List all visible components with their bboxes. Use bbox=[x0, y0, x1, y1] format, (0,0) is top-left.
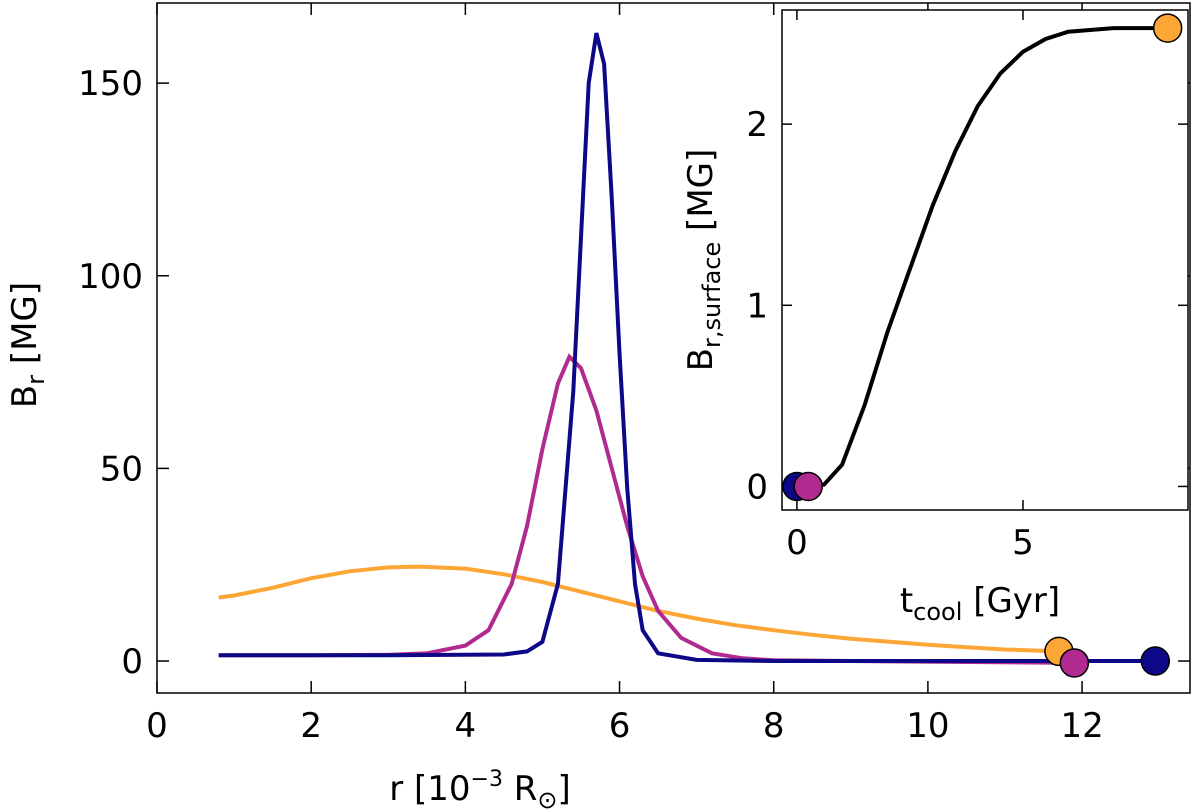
inset-y-axis-label: Br,surface [MG] bbox=[681, 149, 726, 372]
y-tick-label: 2 bbox=[746, 105, 768, 145]
y-tick-label: 0 bbox=[746, 467, 768, 507]
line bbox=[810, 26, 1168, 489]
x-tick-label: 0 bbox=[786, 523, 808, 563]
x-tick-label: 8 bbox=[763, 706, 785, 746]
y-tick-label: 0 bbox=[121, 642, 143, 682]
x-tick-label: 10 bbox=[906, 706, 949, 746]
x-tick-label: 5 bbox=[1012, 523, 1034, 563]
point bbox=[1152, 13, 1183, 43]
x-tick-label: 4 bbox=[455, 706, 477, 746]
axes-frame bbox=[781, 9, 1189, 511]
end-marker bbox=[1059, 648, 1090, 678]
y-tick-label: 1 bbox=[746, 286, 768, 326]
y-tick-label: 150 bbox=[78, 64, 143, 104]
y-tick-label: 100 bbox=[78, 257, 143, 297]
line bbox=[218, 32, 1156, 663]
axes-frame bbox=[156, 2, 1191, 694]
x-tick-label: 0 bbox=[146, 706, 168, 746]
line bbox=[218, 564, 1059, 654]
inset-background bbox=[782, 10, 1188, 510]
x-tick-label: 12 bbox=[1060, 706, 1103, 746]
x-axis-label: r [10−3 R⊙] bbox=[389, 767, 571, 812]
end-marker bbox=[1140, 646, 1171, 676]
x-tick-label: 2 bbox=[300, 706, 322, 746]
point bbox=[793, 471, 823, 502]
y-tick-label: 50 bbox=[100, 449, 143, 489]
line bbox=[218, 353, 1075, 665]
inset-x-axis-label: tcool [Gyr] bbox=[900, 581, 1060, 626]
y-axis-label: Br [MG] bbox=[5, 282, 50, 408]
x-tick-label: 6 bbox=[609, 706, 631, 746]
